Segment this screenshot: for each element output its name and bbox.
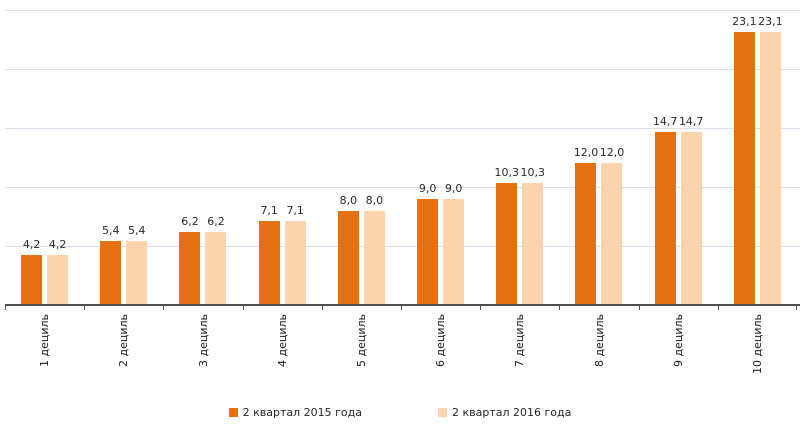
- x-axis-label: 6 дециль: [434, 314, 448, 368]
- axis-tick: [796, 305, 797, 310]
- category-group: 5,4 5,4: [84, 10, 163, 305]
- x-axis-line: [5, 304, 800, 306]
- x-axis-label: 3 дециль: [196, 314, 210, 368]
- bar-value-label: 6,2: [207, 214, 225, 228]
- legend-label: 2 квартал 2015 года: [242, 406, 362, 419]
- bar-value-label: 5,4: [128, 224, 146, 238]
- bar-series-1: [575, 163, 597, 305]
- x-axis-label-cell: 7 дециль: [480, 314, 559, 398]
- bar-series-2: [522, 183, 544, 305]
- x-axis-labels: 1 дециль 2 дециль 3 дециль 4 дециль 5 дециль…: [5, 314, 797, 398]
- axis-tick: [638, 305, 640, 310]
- bar-value-label: 23,1: [732, 15, 757, 29]
- bar-series-1: [258, 221, 280, 305]
- x-axis-label-cell: 1 дециль: [5, 314, 84, 398]
- bar-series-2: [205, 231, 227, 305]
- bar-value-label: 8,0: [365, 193, 384, 207]
- bar-series-1: [100, 241, 122, 305]
- legend-swatch-icon: [228, 408, 238, 417]
- axis-tick: [401, 305, 402, 310]
- x-axis-label: 1 дециль: [38, 314, 52, 368]
- legend-label: 2 квартал 2016 года: [452, 406, 572, 419]
- gridline: [5, 10, 800, 11]
- bar-value-label: 7,1: [260, 204, 278, 218]
- bar-value-label: 23,1: [758, 15, 783, 29]
- x-axis-label-cell: 10 дециль: [718, 314, 797, 398]
- category-group: 7,1 7,1: [243, 10, 322, 305]
- category-group: 8,0 8,0: [322, 10, 401, 305]
- bar-series-1: [496, 183, 518, 305]
- axis-tick: [717, 305, 719, 310]
- plot-area: 4,2 4,2 5,4 5,4 6,2 6,2 7,1 7,1 8,0 8,0 9,0 9,0 10,3…: [5, 10, 800, 310]
- bar-value-label: 10,3: [494, 166, 520, 180]
- x-axis-label-cell: 3 дециль: [163, 314, 242, 398]
- axis-tick: [242, 305, 244, 310]
- category-group: 6,2 6,2: [163, 10, 242, 305]
- bar-value-label: 4,2: [48, 238, 67, 252]
- bar-value-label: 14,7: [652, 114, 678, 128]
- legend-swatch-icon: [438, 408, 447, 417]
- bar-series-2: [363, 210, 385, 305]
- axis-tick: [321, 305, 323, 310]
- axis-tick: [5, 305, 6, 310]
- x-axis-label-cell: 8 дециль: [559, 314, 638, 398]
- x-axis-label: 9 дециль: [671, 314, 685, 368]
- x-axis-label-cell: 9 дециль: [639, 314, 718, 398]
- bar-series-1: [179, 231, 201, 305]
- x-axis-label: 10 дециль: [750, 314, 764, 375]
- bar-series-2: [680, 131, 702, 305]
- gridline: [5, 246, 800, 247]
- axis-tick: [559, 305, 561, 310]
- x-axis-label-cell: 2 дециль: [84, 314, 163, 398]
- bar-series-2: [759, 32, 781, 305]
- bar-value-label: 10,3: [520, 166, 546, 180]
- category-group: 23,1 23,1: [718, 10, 797, 305]
- bar-value-label: 4,2: [22, 238, 41, 252]
- axis-tick: [163, 305, 165, 310]
- x-axis-label: 5 дециль: [354, 314, 368, 368]
- category-group: 10,3 10,3: [480, 10, 559, 305]
- bar-value-label: 9,0: [418, 181, 437, 195]
- gridline: [5, 187, 800, 188]
- x-axis-label: 7 дециль: [513, 314, 527, 368]
- x-axis-label: 2 дециль: [117, 314, 131, 368]
- bar-value-label: 14,7: [678, 114, 704, 128]
- bar-series-1: [21, 255, 43, 305]
- category-group: 12,0 12,0: [559, 10, 638, 305]
- bar-series-2: [47, 255, 69, 305]
- gridline: [5, 69, 800, 70]
- x-axis-label-cell: 4 дециль: [243, 314, 322, 398]
- bar-series-2: [284, 221, 306, 305]
- legend: 2 квартал 2015 года 2 квартал 2016 года: [0, 406, 800, 419]
- legend-item-series-2: 2 квартал 2016 года: [438, 406, 571, 419]
- bar-value-label: 5,4: [102, 224, 120, 238]
- bar-series-1: [654, 131, 676, 305]
- bar-value-label: 8,0: [339, 193, 358, 207]
- bar-value-label: 12,0: [573, 146, 599, 160]
- category-group: 14,7 14,7: [639, 10, 718, 305]
- gridline: [5, 128, 800, 129]
- bar-value-label: 12,0: [599, 146, 625, 160]
- bar-value-label: 6,2: [181, 214, 199, 228]
- bar-value-label: 9,0: [444, 181, 463, 195]
- category-group: 4,2 4,2: [5, 10, 84, 305]
- x-axis-label: 4 дециль: [275, 314, 289, 368]
- bar-series-2: [601, 163, 623, 305]
- axis-tick: [480, 305, 482, 310]
- bar-series-1: [417, 198, 439, 305]
- x-axis-label: 8 дециль: [592, 314, 606, 368]
- bar-series-2: [126, 241, 148, 305]
- axis-tick: [84, 305, 86, 310]
- bar-series-1: [733, 32, 755, 305]
- x-axis-label-cell: 5 дециль: [322, 314, 401, 398]
- legend-item-series-1: 2 квартал 2015 года: [228, 406, 362, 419]
- bar-series-1: [337, 210, 359, 305]
- bar-value-label: 7,1: [286, 204, 304, 218]
- x-axis-label-cell: 6 дециль: [401, 314, 480, 398]
- category-group: 9,0 9,0: [401, 10, 480, 305]
- bar-series-2: [443, 198, 465, 305]
